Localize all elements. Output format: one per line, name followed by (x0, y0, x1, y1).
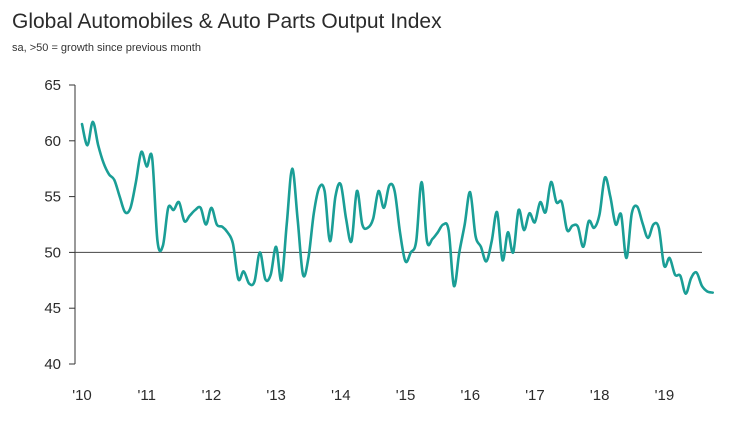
y-tick-label: 60 (44, 133, 61, 150)
chart-title: Global Automobiles & Auto Parts Output I… (12, 10, 442, 33)
x-tick-label: '18 (590, 387, 610, 404)
y-tick-label: 50 (44, 244, 61, 261)
series-line-output-index (80, 120, 714, 296)
x-tick-label: '14 (331, 387, 351, 404)
x-tick-label: '19 (655, 387, 675, 404)
x-tick-label: '11 (137, 387, 155, 404)
y-tick-label: 55 (44, 189, 61, 206)
x-tick-label: '17 (525, 387, 545, 404)
x-tick-label: '15 (396, 387, 416, 404)
x-tick-label: '13 (266, 387, 286, 404)
y-tick-label: 45 (44, 300, 61, 317)
chart-subtitle: sa, >50 = growth since previous month (12, 42, 201, 54)
x-tick-label: '16 (460, 387, 480, 404)
y-tick-label: 65 (44, 77, 61, 94)
x-tick-label: '12 (202, 387, 222, 404)
y-tick-label: 40 (44, 356, 61, 373)
x-tick-label: '10 (72, 387, 92, 404)
